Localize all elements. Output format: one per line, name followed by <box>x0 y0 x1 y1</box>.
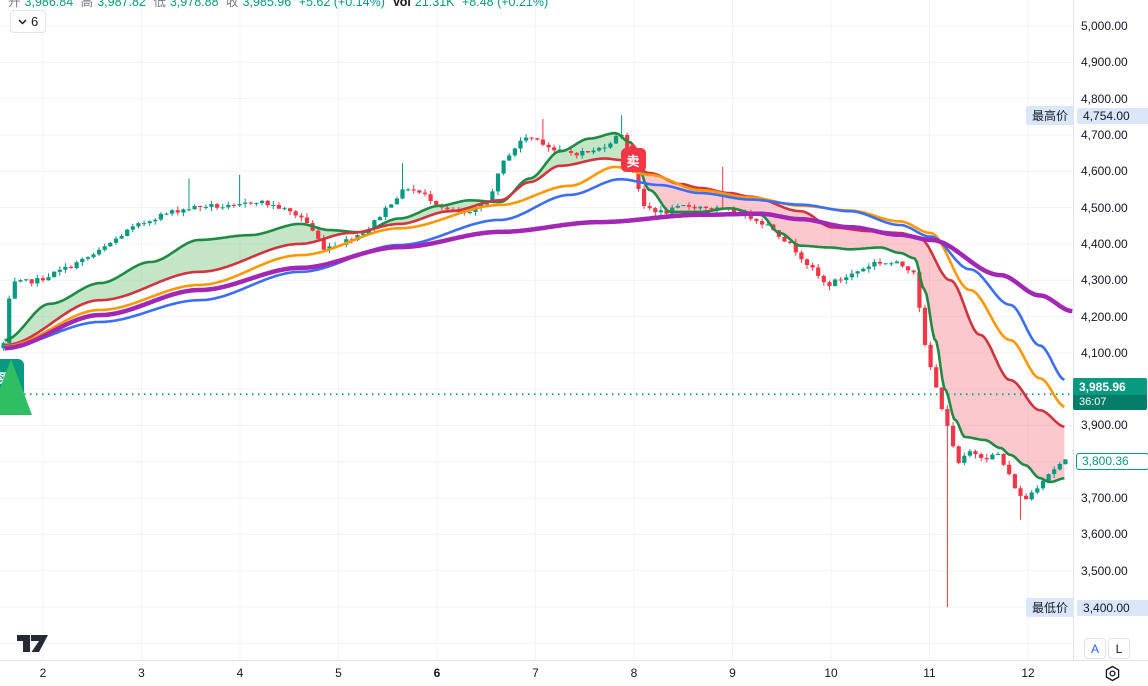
auto-scale-button[interactable]: A <box>1084 638 1106 659</box>
time-tick: 11 <box>923 666 936 680</box>
time-tick: 10 <box>824 666 838 680</box>
price-tick: 3,500.00 <box>1081 563 1128 578</box>
time-tick: 6 <box>433 666 441 680</box>
high-label: 高 <box>80 0 94 9</box>
price-tick: 4,800.00 <box>1081 91 1128 106</box>
volume-change: +8.48 (+0.21%) <box>461 0 549 9</box>
time-tick: 4 <box>236 666 244 680</box>
time-tick: 2 <box>39 666 47 680</box>
time-tick: 7 <box>532 666 539 680</box>
price-tick: 3,600.00 <box>1081 527 1128 542</box>
last-close-price-label: 3,800.36 <box>1076 452 1148 470</box>
ma-orange <box>4 165 1065 408</box>
time-tick: 12 <box>1021 666 1035 680</box>
tradingview-logo[interactable] <box>16 632 50 654</box>
low-label: 低 <box>153 0 166 9</box>
lowest-price-tag: 最低价 <box>1026 598 1075 617</box>
current-price-value: 3,985.96 <box>1079 380 1126 395</box>
time-tick: 8 <box>630 666 638 680</box>
highest-price-value: 4,754.00 <box>1077 107 1148 124</box>
price-tick: 4,700.00 <box>1081 127 1128 142</box>
highest-price-label: 最高价 4,754.00 <box>1026 106 1148 126</box>
price-tick: 3,700.00 <box>1081 491 1128 506</box>
chart-plot-area[interactable]: 开 3,986.84 高 3,987.82 低 3,978.88 收 3,985.96 … <box>0 0 1073 660</box>
price-tick: 5,000.00 <box>1081 19 1128 33</box>
volume-value: 21.31K <box>414 0 455 9</box>
time-tick: 5 <box>335 666 342 680</box>
close-value: 3,985.96 <box>242 0 292 9</box>
sell-signal-marker[interactable]: 卖 <box>620 143 646 173</box>
time-tick: 9 <box>729 666 736 680</box>
log-scale-button[interactable]: L <box>1108 638 1130 659</box>
ma-fast-green <box>4 131 1065 484</box>
time-axis[interactable]: 2 3 4 5 6 7 8 9 10 11 12 <box>0 660 1148 686</box>
close-label: 收 <box>226 0 239 9</box>
price-tick: 4,900.00 <box>1081 55 1128 70</box>
chevron-down-icon <box>18 19 27 25</box>
open-label: 开 <box>8 0 21 9</box>
price-axis[interactable]: 3,400.003,500.003,600.003,700.003,800.00… <box>1073 0 1148 660</box>
time-tick: 3 <box>138 666 145 680</box>
price-tick: 4,600.00 <box>1081 164 1128 179</box>
marker-pointer-up <box>628 143 638 150</box>
high-value: 3,987.82 <box>97 0 146 9</box>
buy-arrow-icon <box>0 358 32 415</box>
axis-settings-icon[interactable] <box>1104 665 1121 682</box>
candlestick-plot <box>0 0 1073 660</box>
current-price-label: 3,985.96 36:07 <box>1073 378 1147 411</box>
price-tick: 4,400.00 <box>1081 236 1128 251</box>
lowest-price-value: 3,400.00 <box>1077 599 1148 616</box>
ma-purple <box>4 211 1073 351</box>
highest-price-tag: 最高价 <box>1026 106 1075 126</box>
low-value: 3,978.88 <box>169 0 219 9</box>
sell-marker-label: 卖 <box>626 153 640 169</box>
price-tick: 4,100.00 <box>1081 345 1128 360</box>
bar-countdown: 36:07 <box>1073 395 1147 411</box>
open-value: 3,986.84 <box>24 0 74 9</box>
price-tick: 3,900.00 <box>1081 418 1128 433</box>
collapse-count: 6 <box>31 14 39 29</box>
price-change: +5.62 (+0.14%) <box>298 0 385 9</box>
ma-blue <box>4 177 1066 382</box>
price-tick: 4,500.00 <box>1081 200 1128 215</box>
price-tick: 4,200.00 <box>1081 309 1128 324</box>
ohlc-legend[interactable]: 开 3,986.84 高 3,987.82 低 3,978.88 收 3,985.96 … <box>8 0 552 10</box>
price-tick: 4,300.00 <box>1081 273 1128 288</box>
lowest-price-label: 最低价 3,400.00 <box>1026 598 1148 617</box>
last-close-value: 3,800.36 <box>1082 454 1129 469</box>
legend-collapse-button[interactable]: 6 <box>10 10 47 33</box>
volume-label: Vol <box>392 0 411 9</box>
